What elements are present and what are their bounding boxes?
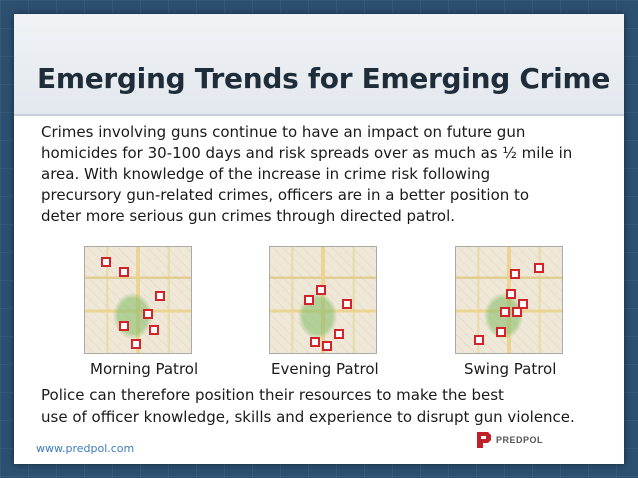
hotspot-marker (304, 295, 314, 305)
morning-patrol-map (84, 246, 192, 354)
morning-patrol-label: Morning Patrol (90, 360, 199, 378)
hotspot-marker (342, 299, 352, 309)
hotspot-marker (500, 307, 510, 317)
closing-paragraph: Police can therefore position their reso… (41, 384, 611, 428)
hotspot-marker (316, 285, 326, 295)
body-line: area. With knowledge of the increase in … (41, 165, 491, 183)
hotspot-marker (119, 321, 129, 331)
body-paragraph: Crimes involving guns continue to have a… (41, 122, 611, 227)
hotspot-marker (512, 307, 522, 317)
body-line: homicides for 30-100 days and risk sprea… (41, 144, 573, 162)
predpol-logo: PREDPOL (476, 430, 543, 450)
hotspot-marker (143, 309, 153, 319)
hotspot-marker (510, 269, 520, 279)
hotspot-marker (155, 291, 165, 301)
predpol-logo-icon (477, 432, 491, 448)
swing-patrol-map (455, 246, 563, 354)
logo-text: PREDPOL (496, 435, 544, 445)
evening-patrol-label: Evening Patrol (271, 360, 379, 378)
hotspot-marker (334, 329, 344, 339)
title-bar: Emerging Trends for Emerging Crime (14, 14, 624, 116)
slide-title: Emerging Trends for Emerging Crime (37, 62, 611, 95)
hotspot-marker (506, 289, 516, 299)
patrol-maps (14, 246, 624, 356)
closing-line: use of officer knowledge, skills and exp… (41, 408, 575, 426)
hotspot-marker (496, 327, 506, 337)
hotspot-marker (474, 335, 484, 345)
body-line: deter more serious gun crimes through di… (41, 207, 456, 225)
hotspot-marker (131, 339, 141, 349)
evening-patrol-map (269, 246, 377, 354)
hotspot-marker (310, 337, 320, 347)
hotspot-marker (149, 325, 159, 335)
hotspot-marker (101, 257, 111, 267)
hotspot-marker (534, 263, 544, 273)
hotspot-marker (119, 267, 129, 277)
footer-url[interactable]: www.predpol.com (36, 442, 135, 455)
body-line: Crimes involving guns continue to have a… (41, 123, 526, 141)
swing-patrol-label: Swing Patrol (464, 360, 557, 378)
closing-line: Police can therefore position their reso… (41, 386, 504, 404)
hotspot-marker (518, 299, 528, 309)
slide: Emerging Trends for Emerging Crime Crime… (14, 14, 624, 464)
hotspot-marker (322, 341, 332, 351)
body-line: precursory gun-related crimes, officers … (41, 186, 530, 204)
